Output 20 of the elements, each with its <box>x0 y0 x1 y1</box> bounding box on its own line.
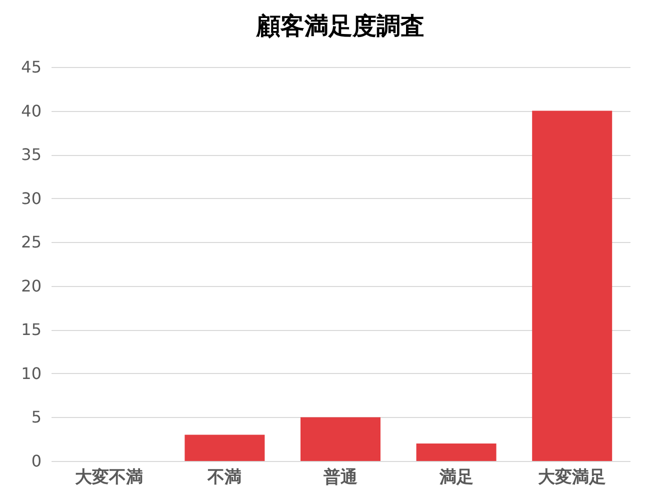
y-tick-label: 20 <box>21 276 42 296</box>
y-tick-label: 45 <box>21 58 42 76</box>
y-tick-label: 35 <box>21 145 42 164</box>
bar <box>532 110 612 461</box>
y-tick-label: 10 <box>21 364 42 383</box>
x-tick-label: 不満 <box>206 468 242 488</box>
bar <box>300 417 380 461</box>
chart-title: 顧客満足度調査 <box>256 12 424 40</box>
x-tick-label: 普通 <box>322 466 358 488</box>
x-tick-label: 大変不満 <box>74 468 143 488</box>
y-tick-label: 15 <box>21 320 42 340</box>
y-tick-label: 0 <box>31 452 42 470</box>
y-tick-label: 5 <box>31 408 42 427</box>
x-tick-label: 満足 <box>438 468 474 488</box>
y-tick-label: 30 <box>21 188 42 208</box>
y-tick-label: 40 <box>21 101 42 120</box>
bar <box>416 443 496 461</box>
y-tick-label: 25 <box>21 232 42 252</box>
bar <box>184 434 265 461</box>
x-tick-label: 大変満足 <box>538 468 606 488</box>
